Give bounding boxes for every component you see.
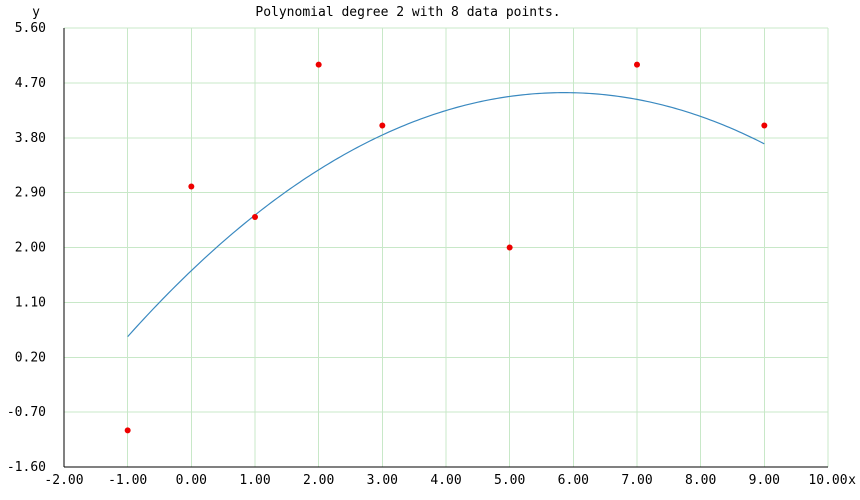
y-tick-label: 0.20 (15, 350, 46, 365)
fitted-curve (127, 92, 765, 338)
y-tick-label: 1.10 (15, 295, 46, 310)
x-tick-label: 2.00 (303, 473, 334, 488)
x-tick-label: -1.00 (108, 473, 147, 488)
data-points (124, 61, 768, 434)
y-tick-label: 5.60 (15, 21, 46, 36)
y-tick-label: -1.60 (7, 460, 46, 475)
x-tick-label: 3.00 (367, 473, 398, 488)
x-tick-label: 8.00 (685, 473, 716, 488)
x-axis-label: x (848, 473, 856, 488)
data-point (124, 427, 131, 434)
y-tick-label: 2.00 (15, 241, 46, 256)
x-tick-label: 10.00 (808, 473, 847, 488)
x-tick-label: 4.00 (430, 473, 461, 488)
grid (64, 27, 829, 467)
x-tick-label: 0.00 (176, 473, 207, 488)
data-point (761, 122, 768, 129)
axes (63, 28, 828, 468)
y-tick-label: 3.80 (15, 131, 46, 146)
y-tick-label: 2.90 (15, 186, 46, 201)
y-tick-label: -0.70 (7, 405, 46, 420)
y-axis-label: y (32, 5, 40, 20)
x-tick-label: 7.00 (621, 473, 652, 488)
y-tick-label: 4.70 (15, 76, 46, 91)
data-point (506, 244, 513, 251)
x-tick-label: 9.00 (749, 473, 780, 488)
data-point (379, 122, 386, 129)
data-point (634, 61, 640, 68)
chart-title: Polynomial degree 2 with 8 data points. (255, 5, 560, 20)
data-point (315, 61, 322, 68)
fitted-curve-layer (127, 92, 765, 338)
data-point (252, 214, 258, 221)
data-point (188, 183, 195, 190)
x-tick-label: 5.00 (494, 473, 525, 488)
tick-labels: -2.00 -1.00 0.00 1.00 2.00 3.00 4.00 5.00 6.00 7.… (7, 21, 848, 488)
x-tick-label: 1.00 (239, 473, 270, 488)
x-tick-label: 6.00 (558, 473, 589, 488)
x-tick-label: -2.00 (44, 473, 83, 488)
